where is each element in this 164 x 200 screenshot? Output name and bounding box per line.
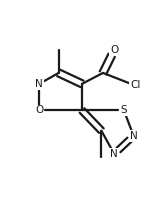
Text: N: N bbox=[35, 79, 43, 89]
Text: Cl: Cl bbox=[130, 80, 140, 90]
Text: N: N bbox=[130, 131, 137, 141]
Text: N: N bbox=[110, 149, 118, 159]
Text: O: O bbox=[35, 105, 43, 115]
Text: S: S bbox=[121, 105, 127, 115]
Text: O: O bbox=[110, 45, 118, 55]
